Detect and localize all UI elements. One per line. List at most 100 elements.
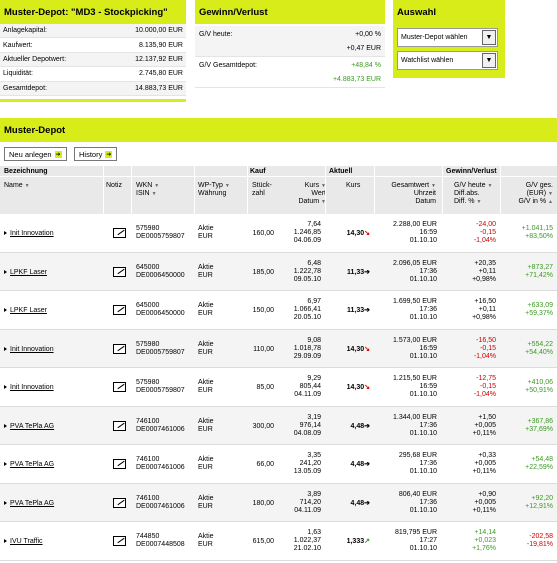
note-edit-icon[interactable]	[113, 343, 126, 354]
col-name[interactable]: Name ▼	[4, 182, 30, 189]
chevron-down-icon[interactable]: ▼	[482, 53, 496, 68]
stueckzahl: 85,00	[256, 384, 274, 391]
gesamtwert: 1.344,00 EUR 17:36 01.10.10	[393, 413, 437, 437]
note-edit-icon[interactable]	[113, 497, 126, 508]
depot-row-label: Aktueller Depotwert:	[3, 55, 67, 63]
arrow-right-icon: ➔	[54, 150, 62, 158]
kauf-values: 6,48 1.222,78 09.05.10	[293, 259, 321, 283]
aktuell-kurs: 11,33➔	[346, 268, 370, 276]
wkn-isin: 746100 DE0007461006	[136, 456, 185, 471]
note-edit-icon[interactable]	[113, 382, 126, 392]
position-name[interactable]: Init Innovation	[4, 346, 54, 354]
expand-icon[interactable]	[4, 423, 7, 428]
expand-icon[interactable]	[4, 462, 7, 466]
gv-heute: +20,35 +0,11 +0,98%	[472, 259, 496, 283]
position-link[interactable]: Init Innovation	[10, 384, 54, 391]
expand-icon[interactable]	[4, 308, 7, 312]
col-wptyp[interactable]: WP-Typ ▼ Währung	[198, 182, 230, 197]
aktuell-kurs: 1,333↗	[346, 538, 370, 545]
expand-icon[interactable]	[4, 346, 7, 351]
note-edit-icon[interactable]	[113, 266, 126, 277]
position-name[interactable]: Init Innovation	[4, 384, 54, 392]
depot-summary-row: Gesamtdepot: 14.883,73 EUR	[0, 81, 186, 96]
col-wkn[interactable]: WKN ▼ ISIN ▼	[136, 182, 160, 197]
stueckzahl: 110,00	[253, 345, 274, 353]
note-edit-icon[interactable]	[113, 459, 126, 469]
watchlist-select[interactable]: Watchlist wählen ▼	[397, 51, 498, 70]
note-edit-icon[interactable]	[113, 536, 126, 546]
trend-down-icon: ↘	[364, 230, 370, 237]
type-currency: Aktie EUR	[198, 533, 214, 548]
col-aktuell: Aktuell	[329, 168, 353, 175]
wkn-isin: 575980 DE0005759807	[136, 340, 185, 356]
position-link[interactable]: LPKF Laser	[10, 307, 47, 314]
gv-heute: +0,33 +0,005 +0,11%	[472, 452, 496, 475]
type-currency: Aktie EUR	[198, 456, 214, 471]
position-name[interactable]: IVU Traffic	[4, 538, 43, 546]
gv-heute: -16,50 -0,15 -1,04%	[473, 336, 496, 360]
watchlist-select-value: Watchlist wählen	[401, 57, 454, 64]
stueckzahl: 300,00	[252, 422, 274, 430]
note-edit-icon[interactable]	[113, 420, 126, 431]
position-link[interactable]: Init Innovation	[10, 345, 54, 353]
table-row: PVA TePla AG 746100 DE0007461006 Aktie EUR…	[0, 445, 557, 484]
gv-gesamt-label: G/V Gesamtdepot:	[199, 61, 257, 69]
gv-title: Gewinn/Verlust	[195, 0, 385, 24]
expand-icon[interactable]	[4, 385, 7, 389]
position-link[interactable]: LPKF Laser	[10, 268, 47, 276]
gv-gesamt: +92,20 +12,91%	[525, 494, 553, 510]
col-kauf-kurs[interactable]: Kurs ▼ Wert Datum ▼	[298, 182, 326, 205]
type-currency: Aktie EUR	[198, 302, 214, 317]
gesamtwert: 1.699,50 EUR 17:36 01.10.10	[393, 298, 437, 321]
position-name[interactable]: PVA TePla AG	[4, 423, 54, 431]
table-row: Init Innovation 575980 DE0005759807 Aktie…	[0, 368, 557, 407]
position-link[interactable]: PVA TePla AG	[10, 499, 55, 507]
depot-row-value: 8.135,90 EUR	[139, 41, 183, 49]
table-row: LPKF Laser 645000 DE0006450000 Aktie EUR 1…	[0, 252, 557, 291]
position-link[interactable]: IVU Traffic	[10, 538, 43, 545]
position-name[interactable]: LPKF Laser	[4, 307, 47, 315]
position-name[interactable]: Init Innovation	[4, 230, 54, 238]
gv-gesamt: +367,86 +37,69%	[525, 417, 553, 433]
trend-down-icon: ↘	[364, 345, 370, 353]
aktuell-kurs: 4,48➔	[350, 422, 371, 430]
aktuell-kurs: 4,48➔	[350, 499, 371, 507]
expand-icon[interactable]	[4, 500, 7, 505]
kauf-values: 9,29 805,44 04.11.09	[294, 375, 321, 398]
gv-gesamt: +873,27 +71,42%	[525, 263, 553, 279]
depot-rows: Anlagekapital: 10.000,00 EUR Kaufwert: 8.13…	[0, 24, 186, 96]
position-name[interactable]: LPKF Laser	[4, 269, 47, 277]
gesamtwert: 2.288,00 EUR 16:59 01.10.10	[393, 221, 437, 244]
note-edit-icon[interactable]	[113, 305, 126, 315]
position-link[interactable]: PVA TePla AG	[10, 422, 55, 430]
col-gv-ges[interactable]: G/V ges. (EUR) ▼ G/V in % ▲	[518, 182, 553, 205]
history-button-label: History	[79, 149, 103, 159]
table-row: Init Innovation 575980 DE0005759807 Aktie…	[0, 214, 557, 253]
type-currency: Aktie EUR	[198, 225, 214, 240]
expand-icon[interactable]	[4, 231, 7, 235]
depot-select[interactable]: Muster-Depot wählen ▼	[397, 28, 498, 47]
aktuell-kurs: 4,48➔	[350, 461, 371, 468]
col-gesamtwert[interactable]: Gesamtwert ▼ Uhrzeit Datum	[391, 182, 436, 205]
wkn-isin: 746100 DE0007461006	[136, 494, 185, 510]
expand-icon[interactable]	[4, 539, 7, 543]
table-header: Name ▼ Notiz WKN ▼ ISIN ▼ WP-Typ ▼ Währung…	[0, 177, 557, 214]
gv-heute-label: G/V heute:	[199, 30, 233, 38]
position-link[interactable]: PVA TePla AG	[10, 461, 55, 468]
position-name[interactable]: PVA TePla AG	[4, 500, 54, 508]
new-button[interactable]: Neu anlegen ➔	[4, 147, 67, 161]
note-edit-icon[interactable]	[113, 228, 126, 238]
position-link[interactable]: Init Innovation	[10, 230, 54, 237]
chevron-down-icon[interactable]: ▼	[482, 30, 496, 45]
history-button[interactable]: History ➔	[74, 147, 118, 161]
depot-title: Muster-Depot: "MD3 - Stockpicking"	[0, 0, 186, 24]
gesamtwert: 1.215,50 EUR 16:59 01.10.10	[393, 375, 437, 398]
depot-summary-panel: Muster-Depot: "MD3 - Stockpicking" Anlag…	[0, 0, 186, 102]
col-gv-heute[interactable]: G/V heute ▼ Diff.abs. Diff. % ▼	[454, 182, 493, 205]
gv-heute: +0,90 +0,005 +0,11%	[472, 490, 496, 514]
type-currency: Aktie EUR	[198, 340, 214, 356]
gv-gesamt: -202,58 -19,81%	[526, 533, 553, 548]
position-name[interactable]: PVA TePla AG	[4, 461, 54, 469]
expand-icon[interactable]	[4, 269, 7, 274]
table-row: PVA TePla AG 746100 DE0007461006 Aktie EUR…	[0, 406, 557, 445]
